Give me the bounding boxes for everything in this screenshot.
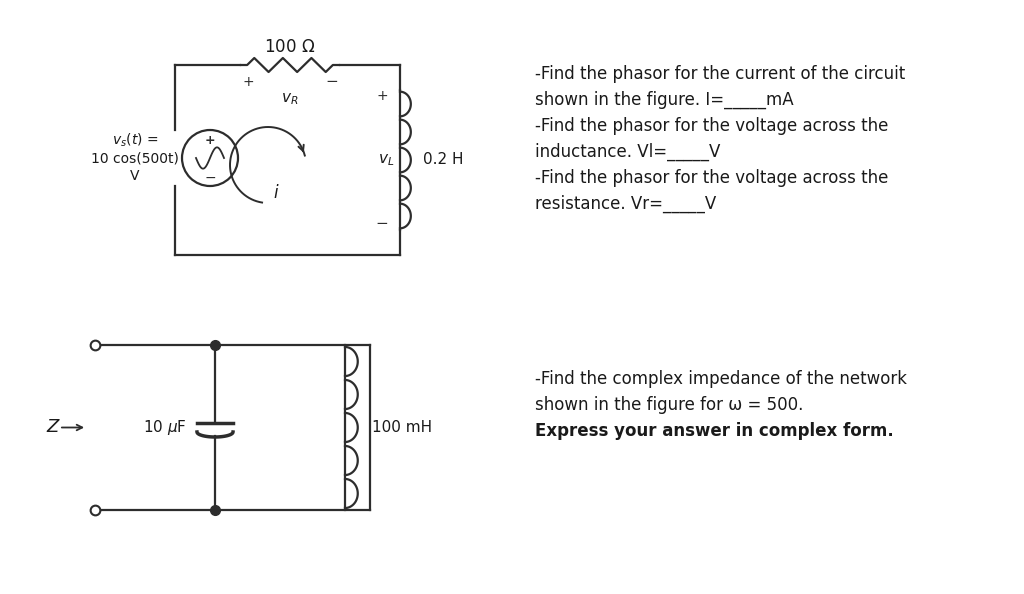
Text: -Find the phasor for the voltage across the: -Find the phasor for the voltage across … bbox=[535, 169, 889, 187]
Text: +: + bbox=[205, 134, 215, 147]
Text: i: i bbox=[273, 184, 279, 202]
Text: −: − bbox=[204, 171, 216, 185]
Text: Z: Z bbox=[47, 419, 59, 437]
Text: −: − bbox=[326, 74, 338, 90]
Text: +: + bbox=[243, 75, 254, 89]
Text: -Find the phasor for the voltage across the: -Find the phasor for the voltage across … bbox=[535, 117, 889, 135]
Text: -Find the phasor for the current of the circuit: -Find the phasor for the current of the … bbox=[535, 65, 905, 83]
Text: shown in the figure for ω = 500.: shown in the figure for ω = 500. bbox=[535, 396, 804, 414]
Text: 0.2 H: 0.2 H bbox=[423, 153, 463, 168]
Text: 10 cos(500t): 10 cos(500t) bbox=[91, 151, 179, 165]
Text: shown in the figure. I=_____mA: shown in the figure. I=_____mA bbox=[535, 91, 794, 109]
Text: $v_R$: $v_R$ bbox=[282, 91, 299, 107]
Text: 10 $\mu$F: 10 $\mu$F bbox=[143, 418, 187, 437]
Text: $v_s(t)$ =: $v_s(t)$ = bbox=[112, 131, 159, 148]
Text: 100 mH: 100 mH bbox=[372, 420, 432, 435]
Text: inductance. Vl=_____V: inductance. Vl=_____V bbox=[535, 143, 720, 161]
Text: -Find the complex impedance of the network: -Find the complex impedance of the netwo… bbox=[535, 370, 907, 388]
Text: Express your answer in complex form.: Express your answer in complex form. bbox=[535, 422, 894, 440]
Text: +: + bbox=[376, 89, 388, 103]
Text: −: − bbox=[376, 216, 388, 232]
Text: $v_L$: $v_L$ bbox=[378, 152, 394, 168]
Text: resistance. Vr=_____V: resistance. Vr=_____V bbox=[535, 195, 716, 213]
Text: V: V bbox=[130, 169, 139, 183]
Text: 100 $\Omega$: 100 $\Omega$ bbox=[264, 38, 315, 56]
